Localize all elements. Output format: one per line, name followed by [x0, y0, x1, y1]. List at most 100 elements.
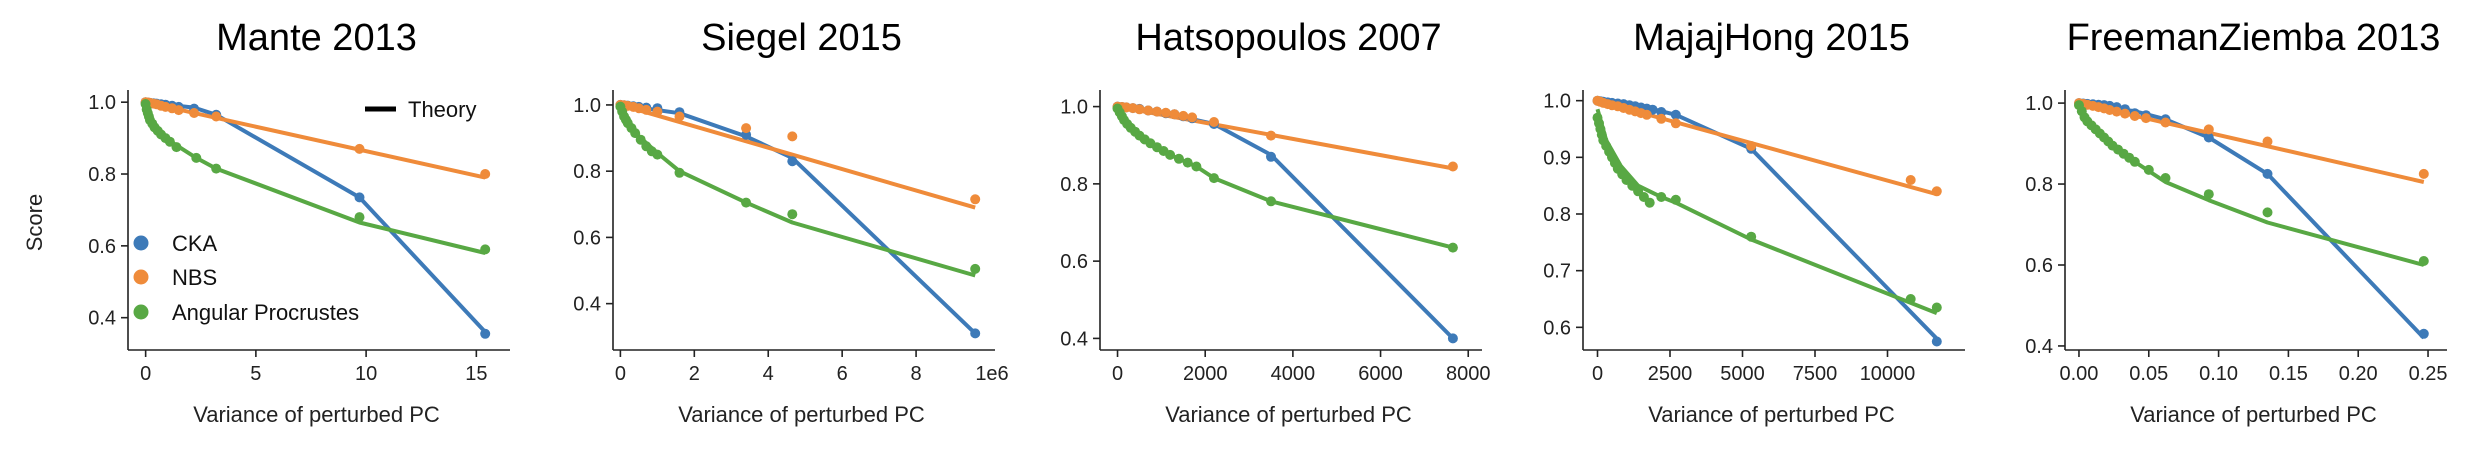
x-tick-label: 4000	[1271, 363, 1316, 385]
data-point	[2418, 328, 2429, 339]
y-tick-label: 0.8	[2025, 174, 2053, 196]
y-tick-label: 1.0	[88, 92, 116, 114]
y-tick-label: 0.6	[2025, 255, 2053, 277]
data-point	[641, 104, 652, 115]
y-tick-label: 0.4	[573, 294, 601, 316]
legend: Theory CKA NBS Angular Procrustes	[133, 97, 476, 325]
data-point	[173, 105, 184, 116]
data-point	[970, 263, 981, 274]
data-point	[970, 194, 981, 205]
y-tick-label: 0.8	[88, 164, 116, 186]
data-point	[1644, 197, 1655, 208]
data-point	[2203, 132, 2214, 143]
data-point	[171, 142, 182, 153]
chart-title: MajajHong 2015	[1633, 17, 1910, 59]
x-offset-label: 1e6	[975, 363, 1008, 385]
data-point	[211, 163, 222, 174]
data-point	[1266, 196, 1276, 207]
x-tick-label: 10000	[1860, 363, 1916, 385]
theory-line-nbs	[145, 100, 486, 180]
x-tick-label: 0.20	[2339, 363, 2378, 385]
data-point	[1152, 106, 1162, 117]
legend-marker-nbs	[133, 269, 149, 285]
chart-title: Mante 2013	[216, 17, 417, 59]
data-point	[2129, 156, 2140, 167]
x-tick-label: 2000	[1183, 363, 1228, 385]
x-tick-label: 0.25	[2409, 363, 2448, 385]
theory-line-cka	[2078, 101, 2426, 340]
legend-theory-label: Theory	[408, 97, 476, 122]
x-tick-label: 5	[250, 363, 261, 385]
data-point	[787, 209, 798, 220]
y-tick-label: 0.6	[1543, 317, 1571, 339]
y-tick-label: 1.0	[573, 95, 601, 117]
panel-1: Mante 2013 0.4 0.6 0.8 1.0 0 5 10 15 Variance of …	[22, 17, 510, 427]
data-point	[970, 328, 981, 339]
data-point	[741, 197, 752, 208]
x-tick-label: 0.00	[2059, 363, 2098, 385]
x-tick-label: 4	[763, 363, 774, 385]
data-point	[787, 156, 798, 167]
x-tick-label: 8000	[1446, 363, 1491, 385]
theory-line-cka	[1117, 104, 1455, 340]
x-axis-label: Variance of perturbed PC	[2130, 402, 2377, 427]
data-point	[652, 149, 663, 160]
data-point	[2418, 168, 2429, 179]
data-point	[1182, 157, 1193, 168]
x-tick-label: 2	[689, 363, 700, 385]
data-point	[1143, 105, 1154, 116]
data-point	[1931, 336, 1942, 347]
legend-marker-cka	[133, 235, 149, 251]
data-point	[2262, 207, 2273, 218]
legend-label: CKA	[172, 231, 218, 256]
data-point	[1905, 294, 1916, 304]
y-tick-label: 0.8	[1060, 174, 1088, 196]
data-point	[1134, 104, 1145, 115]
data-point	[741, 123, 752, 134]
data-point	[1209, 117, 1219, 127]
y-tick-label: 0.8	[1543, 204, 1571, 226]
data-point	[1656, 192, 1667, 202]
data-point	[354, 192, 365, 203]
data-point	[1746, 231, 1757, 242]
data-point	[1931, 302, 1942, 313]
data-point	[1670, 118, 1681, 129]
data-point	[674, 167, 685, 178]
data-point	[1670, 194, 1681, 205]
data-point	[1173, 153, 1184, 164]
data-point	[2203, 124, 2214, 135]
data-point	[354, 143, 365, 154]
data-point	[2160, 173, 2171, 183]
chart-title: FreemanZiemba 2013	[2067, 17, 2441, 59]
data-point	[1191, 161, 1202, 172]
data-point	[1160, 107, 1171, 118]
panel-5: FreemanZiemba 2013 0.4 0.6 0.8 1.0 0.00 0.05 0.…	[2025, 17, 2447, 427]
y-tick-label: 0.4	[88, 308, 116, 330]
data-point	[164, 136, 175, 147]
legend-label: Angular Procrustes	[172, 300, 359, 325]
legend-marker-angular-procrustes	[133, 304, 149, 320]
theory-line-cka	[145, 100, 487, 334]
y-tick-label: 0.7	[1543, 261, 1571, 283]
data-point	[652, 106, 663, 117]
x-tick-label: 0.15	[2269, 363, 2308, 385]
data-point	[2262, 168, 2273, 179]
data-point	[1931, 186, 1942, 197]
data-point	[1169, 109, 1180, 120]
x-tick-label: 2500	[1648, 363, 1693, 385]
y-tick-label: 0.4	[1060, 328, 1088, 350]
data-point	[1209, 173, 1219, 184]
panel-2: Siegel 2015 0.4 0.6 0.8 1.0 0 2 4 6 8 1e6 Variance …	[573, 17, 1009, 427]
data-point	[1187, 112, 1198, 123]
data-point	[1905, 175, 1916, 185]
panel-4: MajajHong 2015 0.6 0.7 0.8 0.9 1.0 0 2500 5000 75…	[1543, 17, 1965, 427]
chart-title: Siegel 2015	[701, 17, 902, 59]
data-point	[2143, 164, 2154, 175]
data-point	[2111, 106, 2122, 117]
data-point	[635, 134, 646, 145]
data-point	[1447, 333, 1458, 344]
data-point	[2120, 108, 2130, 119]
data-point	[674, 111, 685, 122]
